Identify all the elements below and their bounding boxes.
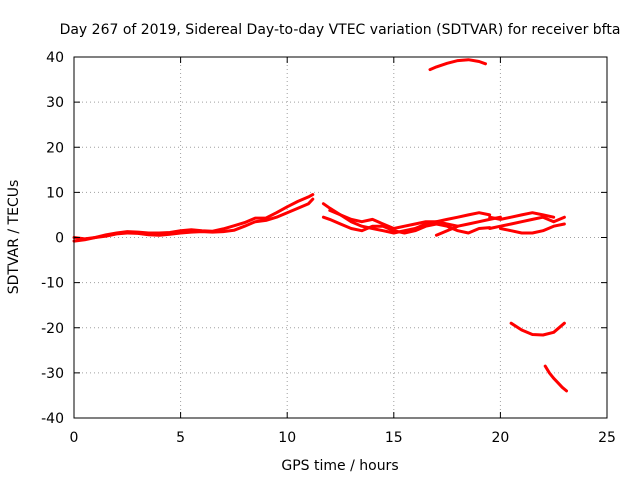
grid-lines xyxy=(74,57,607,418)
series-line-arc-5 xyxy=(328,208,460,235)
x-tick-label: 20 xyxy=(491,430,509,446)
x-tick-label: 10 xyxy=(278,430,296,446)
y-tick-label: -40 xyxy=(41,411,64,427)
y-tick-label: 20 xyxy=(46,140,64,156)
x-tick-label: 15 xyxy=(385,430,403,446)
series-line-arc-9 xyxy=(498,222,566,235)
y-tick-label: -10 xyxy=(41,276,64,292)
chart-title: Day 267 of 2019, Sidereal Day-to-day VTE… xyxy=(60,22,621,38)
series-line-arc-8 xyxy=(488,211,556,221)
plot-frame xyxy=(73,56,608,419)
y-axis-label: SDTVAR / TECUs xyxy=(6,180,22,295)
plot-series xyxy=(72,58,568,393)
x-tick-label: 0 xyxy=(70,430,79,446)
series-line-arc-6 xyxy=(434,215,502,237)
y-tick-label: 0 xyxy=(55,231,64,247)
series-line-arc-7 xyxy=(488,215,566,230)
series-line-arc-10 xyxy=(428,58,487,72)
x-tick-label: 5 xyxy=(176,430,185,446)
x-tick-label: 25 xyxy=(598,430,616,446)
y-tick-label: -30 xyxy=(41,366,64,382)
x-axis-label: GPS time / hours xyxy=(281,458,398,474)
y-tick-label: 10 xyxy=(46,185,64,201)
series-line-arc-11 xyxy=(509,321,566,337)
series-line-arc-12 xyxy=(543,364,568,393)
y-tick-label: 30 xyxy=(46,95,64,111)
axis-ticks: 0 5 10 15 20 25 -40 -30 -20 -10 0 10 20 30 40 xyxy=(41,50,616,446)
series-line-arc-2 xyxy=(72,193,315,243)
series-line-arc-4 xyxy=(321,215,492,235)
y-tick-label: -20 xyxy=(41,321,64,337)
y-tick-label: 40 xyxy=(46,50,64,66)
